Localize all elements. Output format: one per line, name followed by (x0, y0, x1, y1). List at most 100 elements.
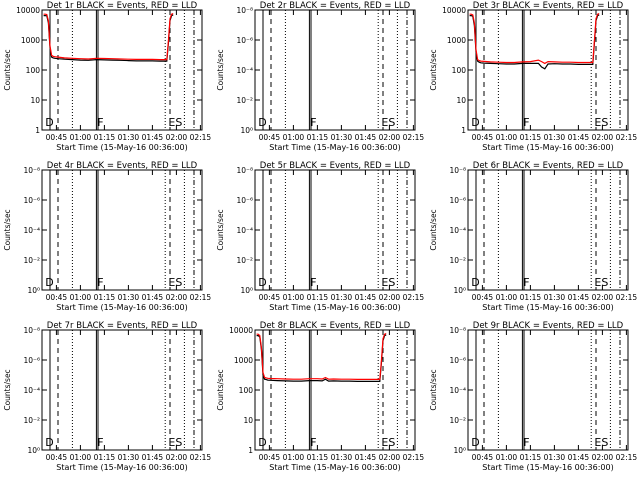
x-tick-label: 01:45 (355, 453, 377, 462)
x-tick-label: 01:30 (544, 293, 566, 302)
x-tick-label: 02:00 (379, 293, 401, 302)
x-tick-label: 01:15 (94, 133, 116, 142)
x-tick-label: 00:45 (472, 133, 494, 142)
x-tick-label: 02:15 (616, 133, 638, 142)
y-tick-label: 10⁻⁸ (23, 166, 40, 175)
y-tick-label: 10⁻⁸ (449, 326, 466, 335)
plot-frame (41, 9, 203, 131)
event-marker-f: F (97, 116, 103, 129)
x-tick-label: 02:00 (166, 133, 188, 142)
event-marker-es: ES (594, 436, 608, 449)
x-tick-label: 01:45 (142, 133, 164, 142)
x-tick-label: 01:00 (283, 293, 305, 302)
event-marker-d: D (45, 116, 53, 129)
x-tick-label: 02:00 (166, 293, 188, 302)
y-tick-label: 1 (461, 126, 466, 135)
panel-det-8: Det 8r BLACK = Events, RED = LLD 1 10 100 10… (216, 321, 424, 472)
y-tick-label: 10⁻⁶ (449, 356, 466, 365)
x-axis-label: Start Time (15-May-16 00:36:00) (269, 463, 400, 472)
x-tick-label: 01:30 (544, 453, 566, 462)
y-tick-label: 10⁰ (453, 446, 466, 455)
event-marker-f: F (523, 276, 529, 289)
x-tick-label: 02:15 (403, 133, 425, 142)
event-marker-d: D (258, 436, 266, 449)
x-tick-label: 01:00 (70, 453, 92, 462)
plot-frame (254, 9, 416, 131)
event-marker-es: ES (381, 276, 395, 289)
series-lld (43, 13, 174, 61)
x-tick-label: 00:45 (472, 293, 494, 302)
x-tick-label: 02:15 (403, 293, 425, 302)
y-tick-label: 10⁻² (23, 256, 40, 265)
y-axis-label: Counts/sec (429, 209, 438, 250)
x-tick-label: 01:30 (544, 133, 566, 142)
y-axis-label: Counts/sec (3, 369, 12, 410)
panel-det-3: Det 3r BLACK = Events, RED = LLD 1 10 100 10… (429, 1, 637, 152)
plot-frame (467, 9, 629, 131)
event-marker-d: D (471, 116, 479, 129)
y-axis-label: Counts/sec (216, 209, 225, 250)
y-tick-label: 10⁰ (240, 126, 253, 135)
x-tick-label: 00:45 (46, 133, 68, 142)
x-tick-label: 01:00 (70, 293, 92, 302)
y-tick-label: 10⁻² (449, 256, 466, 265)
y-axis-label: Counts/sec (3, 209, 12, 250)
x-tick-label: 01:15 (307, 133, 329, 142)
y-tick-label: 10⁻⁸ (236, 166, 253, 175)
x-tick-label: 00:45 (259, 293, 281, 302)
y-tick-label: 10⁻⁴ (236, 226, 253, 235)
x-axis-label: Start Time (15-May-16 00:36:00) (482, 143, 613, 152)
x-tick-label: 01:45 (142, 453, 164, 462)
y-tick-label: 10⁰ (27, 446, 40, 455)
panel-det-4: Det 4r BLACK = Events, RED = LLD 10⁰ 10⁻² 1… (3, 161, 211, 312)
y-tick-label: 10⁻² (449, 416, 466, 425)
y-tick-label: 10000 (229, 326, 253, 335)
x-tick-label: 00:45 (259, 453, 281, 462)
panel-title: Det 4r BLACK = Events, RED = LLD (47, 161, 198, 171)
y-tick-label: 100 (239, 386, 254, 395)
x-tick-label: 01:00 (496, 293, 518, 302)
series-lld (256, 333, 387, 380)
x-tick-label: 02:15 (616, 453, 638, 462)
y-tick-label: 1000 (21, 36, 40, 45)
y-tick-label: 10⁻⁶ (449, 196, 466, 205)
panel-title: Det 9r BLACK = Events, RED = LLD (473, 321, 624, 331)
panel-det-1: Det 1r BLACK = Events, RED = LLD 1 10 100 10… (3, 1, 211, 152)
x-tick-label: 02:15 (190, 293, 212, 302)
event-marker-d: D (471, 436, 479, 449)
x-tick-label: 01:15 (520, 133, 542, 142)
x-tick-label: 01:15 (520, 453, 542, 462)
y-tick-label: 10⁻⁴ (449, 226, 466, 235)
y-tick-label: 1000 (447, 36, 466, 45)
plot-frame (467, 169, 629, 291)
x-tick-label: 01:45 (568, 133, 590, 142)
x-axis-label: Start Time (15-May-16 00:36:00) (269, 303, 400, 312)
panel-det-6: Det 6r BLACK = Events, RED = LLD 10⁰ 10⁻² 1… (429, 161, 637, 312)
series-events (43, 14, 174, 62)
panel-title: Det 7r BLACK = Events, RED = LLD (47, 321, 198, 331)
y-tick-label: 10⁰ (240, 286, 253, 295)
x-tick-label: 01:00 (496, 453, 518, 462)
x-tick-label: 01:30 (331, 293, 353, 302)
event-marker-f: F (310, 276, 316, 289)
y-tick-label: 10⁻² (23, 416, 40, 425)
event-marker-d: D (45, 276, 53, 289)
x-tick-label: 02:00 (592, 133, 614, 142)
x-tick-label: 01:45 (142, 293, 164, 302)
y-tick-label: 10⁻⁸ (23, 326, 40, 335)
panel-title: Det 8r BLACK = Events, RED = LLD (260, 321, 411, 331)
panel-det-5: Det 5r BLACK = Events, RED = LLD 10⁰ 10⁻² 1… (216, 161, 424, 312)
y-tick-label: 10000 (442, 6, 466, 15)
panel-title: Det 2r BLACK = Events, RED = LLD (260, 1, 411, 11)
y-axis-label: Counts/sec (429, 369, 438, 410)
event-marker-d: D (45, 436, 53, 449)
x-axis-label: Start Time (15-May-16 00:36:00) (269, 143, 400, 152)
y-tick-label: 1 (248, 446, 253, 455)
event-marker-es: ES (381, 436, 395, 449)
y-tick-label: 1000 (234, 356, 253, 365)
x-tick-label: 01:30 (118, 133, 140, 142)
y-tick-label: 10⁻⁶ (236, 36, 253, 45)
event-marker-f: F (97, 436, 103, 449)
event-marker-es: ES (168, 276, 182, 289)
